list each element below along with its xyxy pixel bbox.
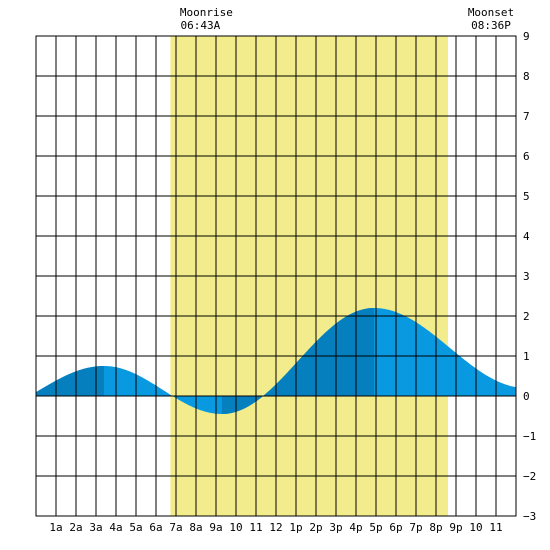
y-tick-label: 0 [523, 390, 530, 403]
y-tick-label: 1 [523, 350, 530, 363]
x-tick-label: 9p [449, 521, 462, 534]
y-tick-label: −2 [523, 470, 536, 483]
moonrise-label: Moonrise [180, 6, 233, 19]
y-axis-labels: −3 −2 −1 0 1 2 3 4 5 6 7 8 9 [523, 30, 536, 523]
x-tick-label: 5p [369, 521, 382, 534]
tide-fill-shaded [36, 366, 104, 396]
x-tick-label: 11 [249, 521, 262, 534]
grid [36, 36, 516, 516]
y-tick-label: 7 [523, 110, 530, 123]
y-tick-label: 2 [523, 310, 530, 323]
y-tick-label: 9 [523, 30, 530, 43]
x-tick-label: 11 [489, 521, 502, 534]
x-tick-label: 7a [169, 521, 182, 534]
moonrise-time: 06:43A [181, 19, 221, 32]
y-tick-label: −1 [523, 430, 536, 443]
y-tick-label: 3 [523, 270, 530, 283]
x-tick-label: 7p [409, 521, 422, 534]
y-tick-label: −3 [523, 510, 536, 523]
x-tick-label: 8a [189, 521, 202, 534]
x-axis-labels: 1a 2a 3a 4a 5a 6a 7a 8a 9a 10 11 12 1p 2p 3p 4p 5p 6p 7p 8p… [49, 521, 502, 534]
x-tick-label: 1a [49, 521, 62, 534]
x-tick-label: 6a [149, 521, 162, 534]
x-tick-label: 1p [289, 521, 302, 534]
x-tick-label: 10 [469, 521, 482, 534]
x-tick-label: 3p [329, 521, 342, 534]
x-tick-label: 10 [229, 521, 242, 534]
x-tick-label: 12 [269, 521, 282, 534]
y-tick-label: 5 [523, 190, 530, 203]
x-tick-label: 5a [129, 521, 142, 534]
x-tick-label: 4p [349, 521, 362, 534]
moonset-label: Moonset [468, 6, 514, 19]
x-tick-label: 3a [89, 521, 102, 534]
y-tick-label: 6 [523, 150, 530, 163]
x-tick-label: 6p [389, 521, 402, 534]
plot-frame [35, 35, 517, 517]
moonset-time: 08:36P [471, 19, 511, 32]
x-tick-label: 8p [429, 521, 442, 534]
x-tick-label: 4a [109, 521, 122, 534]
y-tick-label: 8 [523, 70, 530, 83]
y-tick-label: 4 [523, 230, 530, 243]
x-tick-label: 2p [309, 521, 322, 534]
x-tick-label: 2a [69, 521, 82, 534]
x-tick-label: 9a [209, 521, 222, 534]
